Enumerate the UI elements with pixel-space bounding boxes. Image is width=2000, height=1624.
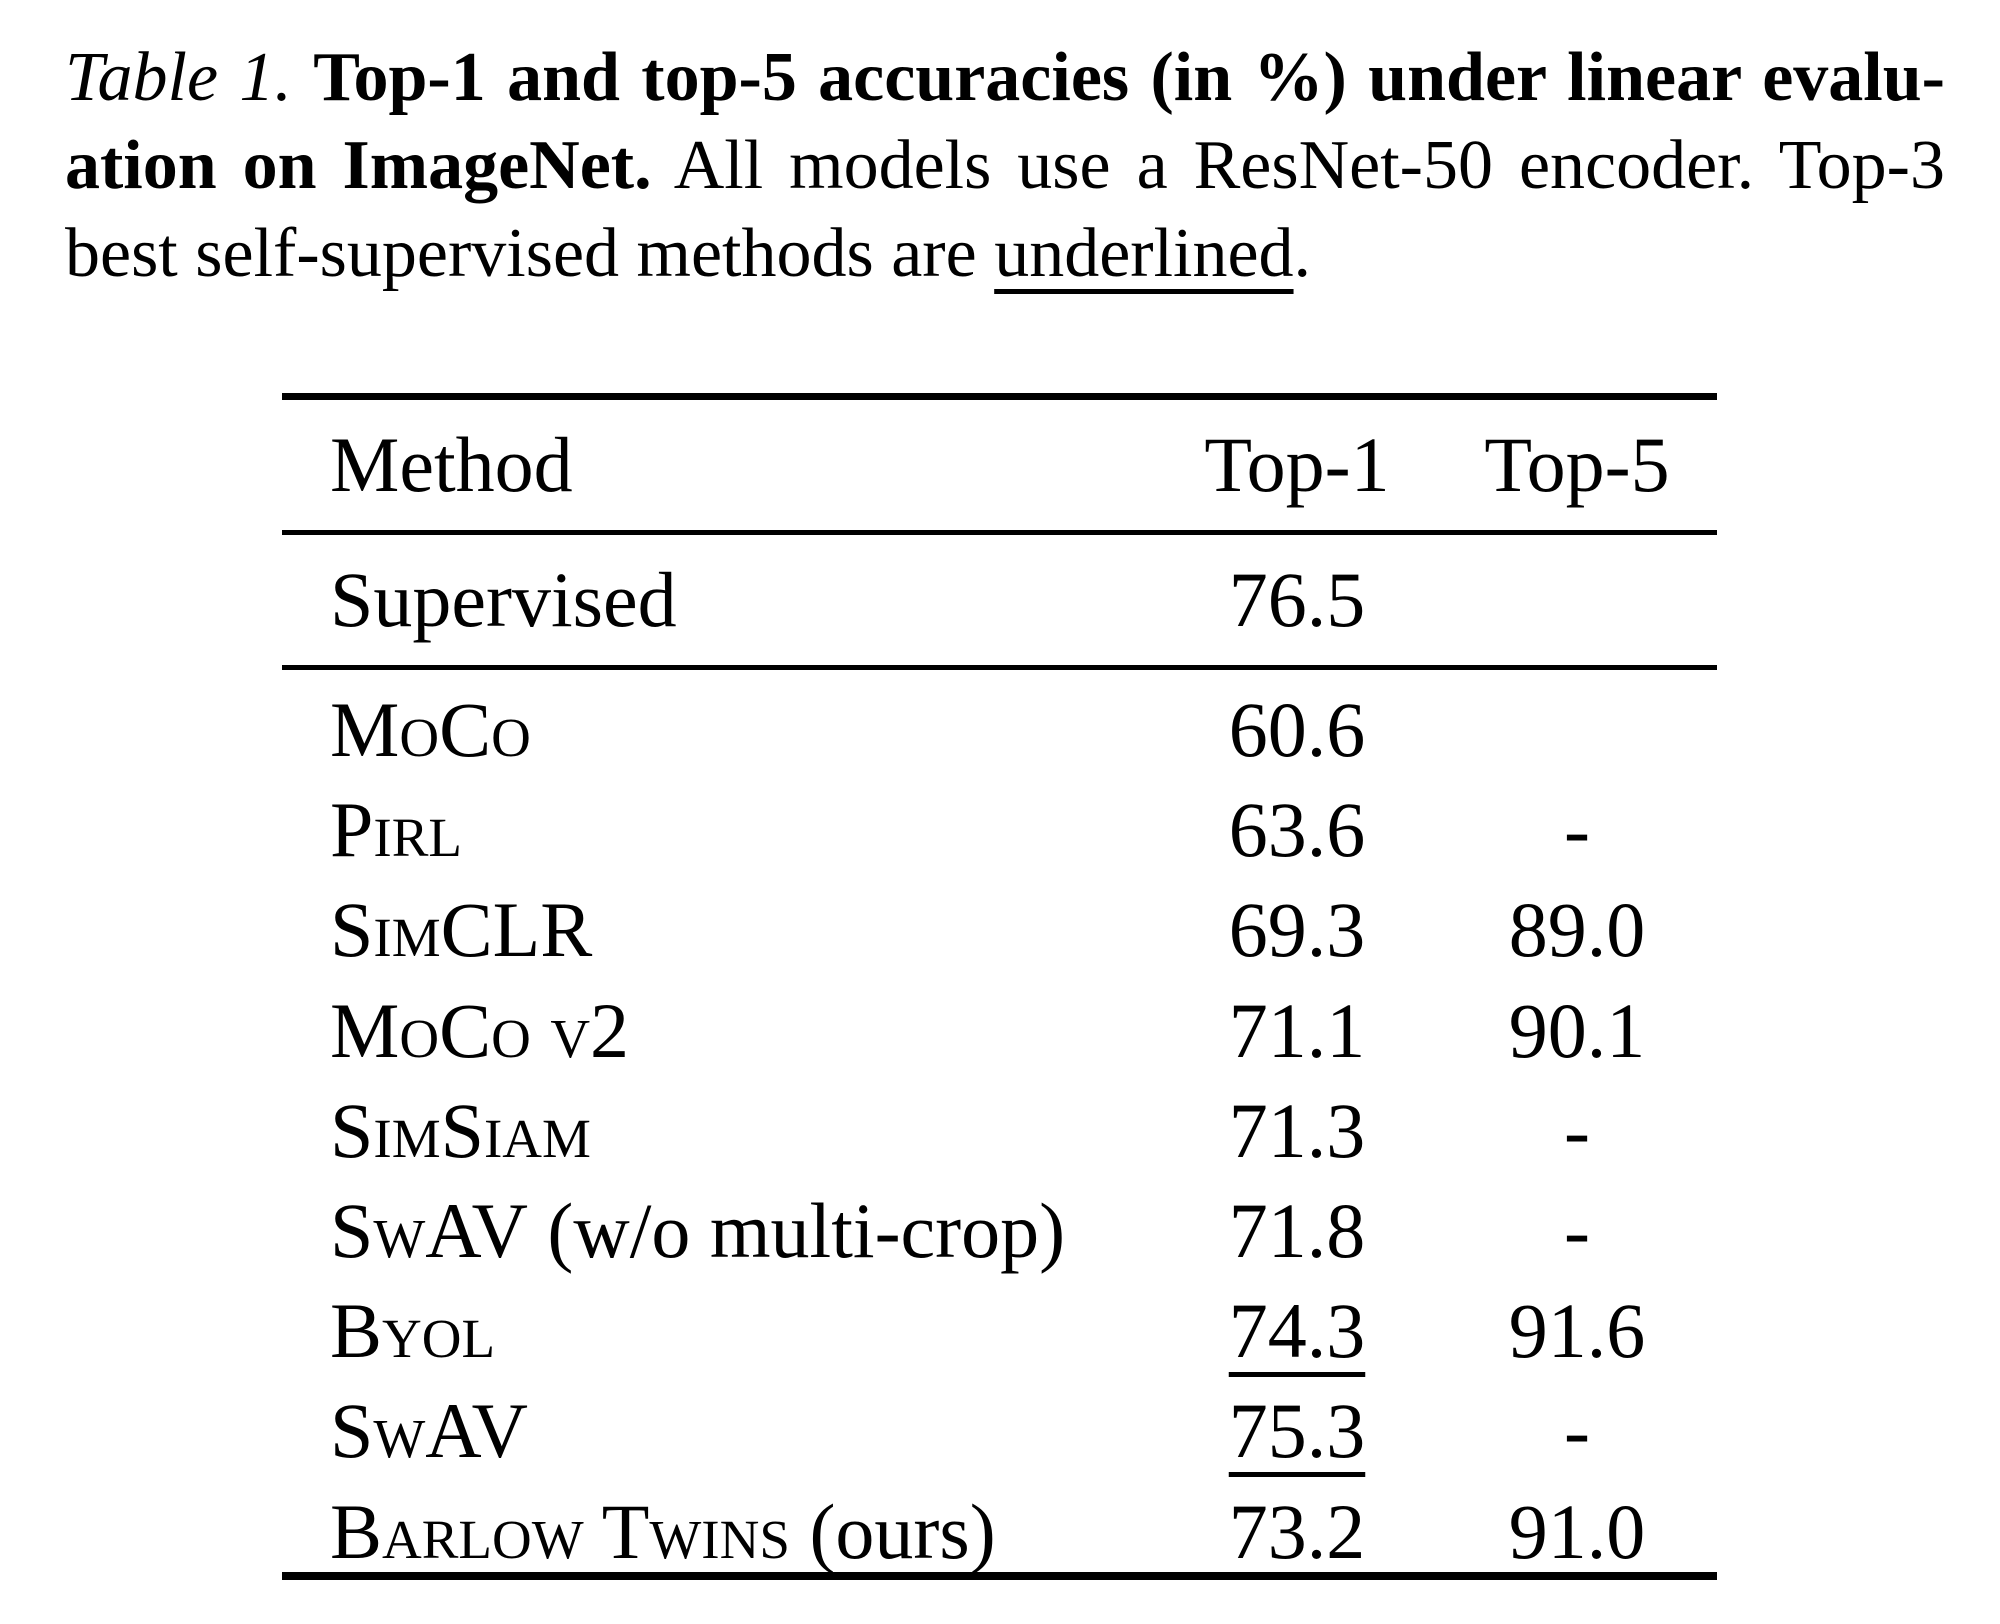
- method-cell: MoCo: [282, 685, 1157, 775]
- table-mid-rule-2: [282, 665, 1717, 670]
- table-bottom-rule: [282, 1571, 1717, 1580]
- method-cell: SwAV (w/o multi-crop): [282, 1186, 1157, 1276]
- table-header-row: Method Top-1 Top-5: [282, 400, 1717, 530]
- caption-line-3: best self-supervised methods are underli…: [65, 210, 1945, 298]
- method-name: Barlow Twins: [330, 1487, 790, 1575]
- table-mid-rule-1: [282, 530, 1717, 535]
- table-row: Barlow Twins (ours) 73.2 91.0: [282, 1472, 1717, 1575]
- top5-value: 91.6: [1508, 1287, 1646, 1375]
- table-row: SimSiam 71.3 -: [282, 1071, 1717, 1174]
- method-name: Supervised: [330, 556, 677, 643]
- column-header-top5: Top-5: [1484, 421, 1670, 508]
- caption-bold-text-cont: ation on ImageNet.: [65, 127, 652, 204]
- table-caption: Table 1. Top-1 and top-5 accuracies (in …: [65, 34, 1945, 298]
- table-body: MoCo 60.6 Pirl 63.6 - SimCLR 69.3 89.0 M…: [282, 670, 1717, 1575]
- method-name: MoCo: [330, 686, 531, 774]
- top5-value: -: [1564, 1387, 1590, 1475]
- top5-value: -: [1564, 1086, 1590, 1174]
- method-name: Byol: [330, 1287, 496, 1375]
- method-cell: MoCo v2: [282, 986, 1157, 1076]
- top1-value: 63.6: [1228, 786, 1366, 874]
- top1-value: 60.6: [1228, 686, 1366, 774]
- method-name: SwAV: [330, 1187, 528, 1275]
- table-row: SimCLR 69.3 89.0: [282, 870, 1717, 973]
- method-name: SwAV: [330, 1387, 528, 1475]
- method-cell: Byol: [282, 1286, 1157, 1376]
- caption-table-label: Table 1.: [65, 39, 314, 116]
- top5-value: 90.1: [1508, 986, 1646, 1074]
- top1-value: 71.8: [1228, 1187, 1366, 1275]
- table-row: Byol 74.3 91.6: [282, 1271, 1717, 1374]
- caption-bold-text: Top-1 and top-5 accuracies (in %) under …: [313, 39, 1945, 116]
- caption-regular-text-cont: best self-supervised methods are: [65, 215, 995, 292]
- top1-value: 71.3: [1228, 1086, 1366, 1174]
- top5-value: 91.0: [1508, 1487, 1646, 1575]
- method-cell: SimCLR: [282, 885, 1157, 975]
- top1-value: 75.3: [1228, 1387, 1366, 1475]
- method-name: Pirl: [330, 786, 462, 874]
- table-row: MoCo v2 71.1 90.1: [282, 971, 1717, 1074]
- caption-period: .: [1293, 215, 1312, 292]
- table-top-rule: [282, 393, 1717, 400]
- top5-value: 89.0: [1508, 886, 1646, 974]
- method-cell: Barlow Twins (ours): [282, 1487, 1157, 1577]
- method-suffix: (ours): [789, 1487, 996, 1575]
- table-row: MoCo 60.6: [282, 670, 1717, 773]
- method-cell: SimSiam: [282, 1086, 1157, 1176]
- top5-value: -: [1564, 1187, 1590, 1275]
- method-suffix: (w/o multi-crop): [527, 1187, 1066, 1275]
- top1-value: 69.3: [1228, 886, 1366, 974]
- top5-value: -: [1564, 786, 1590, 874]
- method-name: SimSiam: [330, 1086, 591, 1174]
- table-row: SwAV (w/o multi-crop) 71.8 -: [282, 1171, 1717, 1274]
- method-name: SimCLR: [330, 886, 593, 974]
- method-cell: SwAV: [282, 1386, 1157, 1476]
- caption-regular-text: All models use a ResNet-50 encoder. Top-…: [651, 127, 1945, 204]
- caption-line-1: Table 1. Top-1 and top-5 accuracies (in …: [65, 34, 1945, 122]
- table-row: SwAV 75.3 -: [282, 1371, 1717, 1474]
- table-row: Pirl 63.6 -: [282, 770, 1717, 873]
- results-table: Method Top-1 Top-5 Supervised 76.5 MoCo …: [282, 393, 1717, 1580]
- top1-value: 76.5: [1228, 556, 1366, 643]
- method-cell: Pirl: [282, 785, 1157, 875]
- top1-value: 74.3: [1228, 1287, 1366, 1375]
- top1-value: 71.1: [1228, 986, 1366, 1074]
- column-header-method: Method: [330, 421, 573, 508]
- table-row-supervised: Supervised 76.5: [282, 535, 1717, 665]
- method-name: MoCo v2: [330, 986, 630, 1074]
- column-header-top1: Top-1: [1204, 421, 1390, 508]
- caption-line-2: ation on ImageNet. All models use a ResN…: [65, 122, 1945, 210]
- top1-value: 73.2: [1228, 1487, 1366, 1575]
- caption-underlined-word: underlined: [994, 215, 1294, 292]
